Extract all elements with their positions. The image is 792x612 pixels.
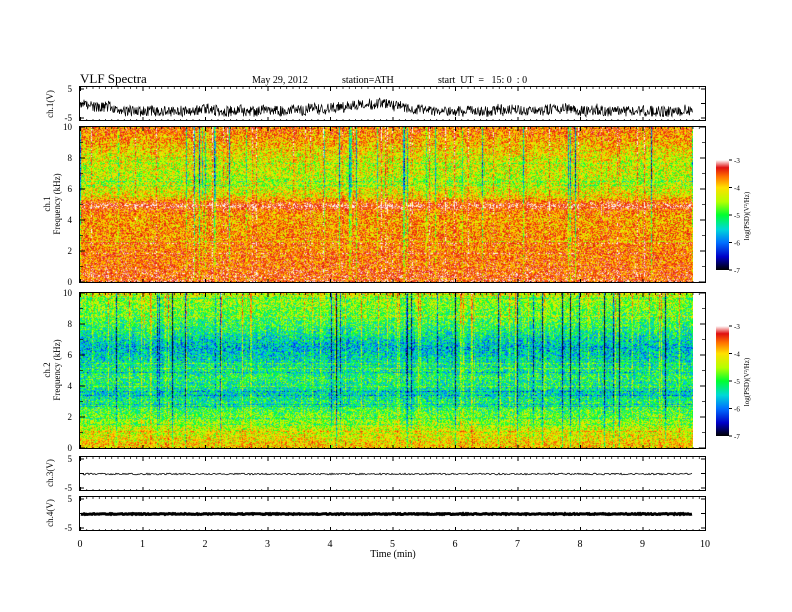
colorbar-tick-label: -6 bbox=[734, 406, 740, 414]
y-tick-label: 10 bbox=[63, 288, 73, 298]
y-tick-label: -5 bbox=[65, 113, 73, 123]
header-date: May 29, 2012 bbox=[252, 75, 308, 86]
colorbar-tick-label: -5 bbox=[734, 212, 740, 220]
x-tick-label: 10 bbox=[700, 539, 710, 550]
y-tick-label: 5 bbox=[68, 84, 73, 94]
colorbar-tick-label: -4 bbox=[734, 351, 740, 359]
y-tick-label: 2 bbox=[68, 246, 73, 256]
ch1-colorbar bbox=[716, 160, 729, 270]
y-tick-label: 6 bbox=[68, 350, 73, 360]
x-tick-label: 5 bbox=[390, 539, 395, 550]
x-tick-label: 3 bbox=[265, 539, 270, 550]
x-tick-label: 1 bbox=[140, 539, 145, 550]
y-tick-label: -5 bbox=[65, 483, 73, 493]
colorbar-tick-label: -5 bbox=[734, 378, 740, 386]
figure-title: VLF Spectra bbox=[80, 71, 147, 86]
x-tick-label: 8 bbox=[578, 539, 583, 550]
ch3-waveform-line bbox=[80, 472, 693, 476]
ch3-waveform-ylabel: ch.3(V) bbox=[45, 459, 55, 487]
ch1-spectrogram-ylabel-channel: ch.1 bbox=[42, 196, 52, 211]
x-tick-label: 4 bbox=[328, 539, 333, 550]
ch2-colorbar-label: log(PSD)(V²/Hz) bbox=[743, 357, 751, 406]
colorbar-tick-label: -3 bbox=[734, 157, 740, 165]
y-tick-label: 10 bbox=[63, 122, 73, 132]
ch1-spectrogram-image bbox=[80, 127, 693, 282]
header-start-time: start UT = 15: 0 : 0 bbox=[438, 75, 527, 86]
ch1-waveform-ylabel: ch.1(V) bbox=[45, 90, 55, 118]
ch1-waveform-frame bbox=[79, 86, 706, 121]
y-tick-label: 4 bbox=[68, 381, 73, 391]
y-tick-label: 0 bbox=[68, 277, 73, 287]
ch2-spectrogram-image bbox=[80, 293, 693, 448]
ch2-spectrogram-ylabel-freq: Frequency (kHz) bbox=[52, 339, 62, 400]
y-tick-label: 0 bbox=[68, 443, 73, 453]
y-tick-label: 6 bbox=[68, 184, 73, 194]
x-tick-label: 9 bbox=[640, 539, 645, 550]
colorbar-ticks: -3 -4 -5 -6 -7 -3 -4 -5 -6 -7 bbox=[729, 157, 740, 441]
y-tick-label: -5 bbox=[65, 523, 73, 533]
ch4-waveform-line bbox=[80, 511, 693, 517]
y-tick-label: 8 bbox=[68, 153, 73, 163]
y-tick-label: 5 bbox=[68, 494, 73, 504]
x-tick-label: 6 bbox=[453, 539, 458, 550]
ch1-spectrogram-ylabel-freq: Frequency (kHz) bbox=[52, 173, 62, 234]
ch2-colorbar bbox=[716, 326, 729, 436]
colorbar-tick-label: -7 bbox=[734, 433, 740, 441]
ch2-spectrogram-ylabel-channel: ch.2 bbox=[42, 362, 52, 377]
x-tick-label: 7 bbox=[515, 539, 520, 550]
ch1-waveform-line bbox=[79, 97, 693, 118]
y-tick-label: 2 bbox=[68, 412, 73, 422]
x-tick-label: 2 bbox=[203, 539, 208, 550]
y-tick-label: 4 bbox=[68, 215, 73, 225]
colorbar-tick-label: -3 bbox=[734, 323, 740, 331]
y-tick-label: 5 bbox=[68, 454, 73, 464]
header-station: station=ATH bbox=[342, 75, 394, 86]
ch1-colorbar-label: log(PSD)(V²/Hz) bbox=[743, 191, 751, 240]
colorbar-tick-label: -4 bbox=[734, 185, 740, 193]
x-ticks: 0 1 2 3 4 5 6 7 8 9 10 bbox=[78, 87, 710, 550]
x-axis-label: Time (min) bbox=[370, 549, 415, 560]
x-tick-label: 0 bbox=[78, 539, 83, 550]
y-tick-label: 8 bbox=[68, 319, 73, 329]
colorbar-tick-label: -7 bbox=[734, 267, 740, 275]
colorbar-tick-label: -6 bbox=[734, 240, 740, 248]
ch4-waveform-ylabel: ch.4(V) bbox=[45, 499, 55, 527]
